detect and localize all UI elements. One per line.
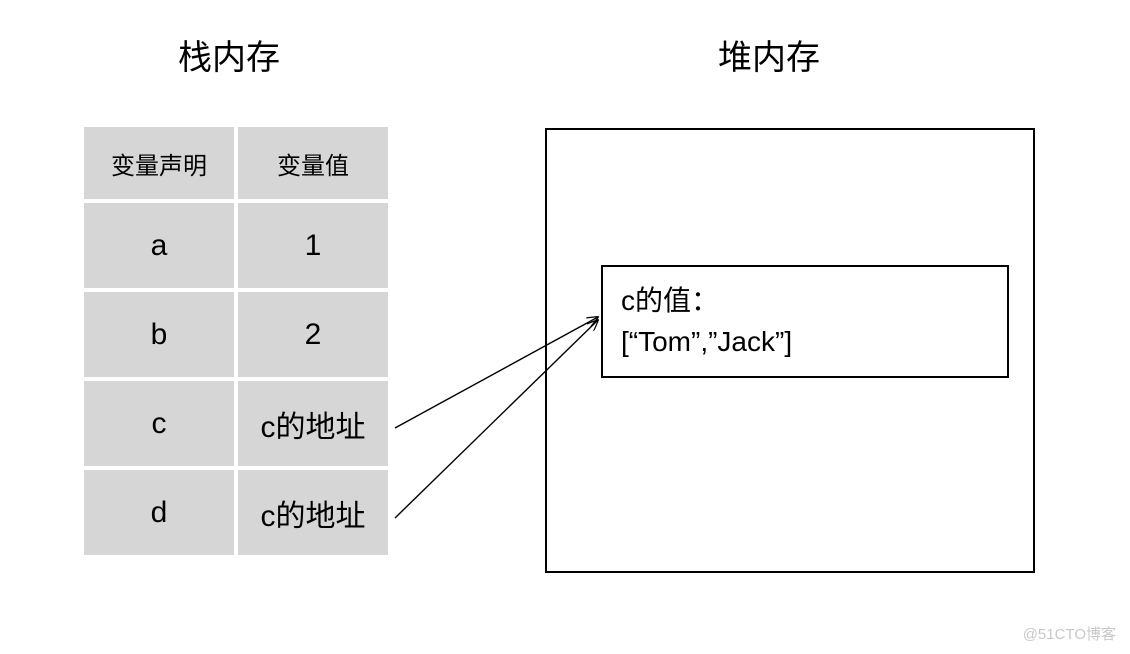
cell-var-name: b xyxy=(84,292,234,377)
stack-title: 栈内存 xyxy=(178,30,280,79)
cell-var-value: c的地址 xyxy=(238,381,388,466)
heap-value-content: [“Tom”,”Jack”] xyxy=(621,322,989,363)
table-row: b 2 xyxy=(84,292,388,377)
table-row: c c的地址 xyxy=(84,381,388,466)
col-header-declaration: 变量声明 xyxy=(84,127,234,199)
cell-var-name: d xyxy=(84,470,234,555)
col-header-value: 变量值 xyxy=(238,127,388,199)
cell-var-value: c的地址 xyxy=(238,470,388,555)
cell-var-name: c xyxy=(84,381,234,466)
table-row: d c的地址 xyxy=(84,470,388,555)
cell-var-value: 2 xyxy=(238,292,388,377)
stack-memory-table: 变量声明 变量值 a 1 b 2 c c的地址 d c的地址 xyxy=(80,123,392,559)
watermark-text: @51CTO博客 xyxy=(1023,623,1116,644)
cell-var-value: 1 xyxy=(238,203,388,288)
heap-inner-box: c的值： [“Tom”,”Jack”] xyxy=(601,265,1009,378)
heap-value-label: c的值： xyxy=(621,281,989,322)
table-header-row: 变量声明 变量值 xyxy=(84,127,388,199)
cell-var-name: a xyxy=(84,203,234,288)
table-row: a 1 xyxy=(84,203,388,288)
heap-title: 堆内存 xyxy=(718,30,820,79)
